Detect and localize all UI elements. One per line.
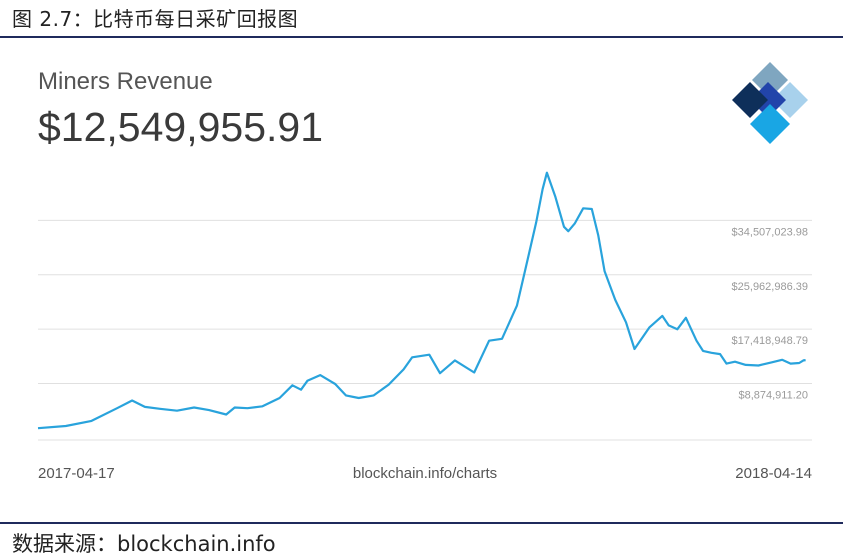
y-tick-label: $8,874,911.20 — [738, 390, 808, 402]
top-rule — [0, 36, 843, 38]
bottom-rule — [0, 522, 843, 524]
headline-value: $12,549,955.91 — [38, 104, 323, 150]
x-end-label: 2018-04-14 — [735, 465, 812, 482]
blockchain-logo-icon — [732, 62, 808, 144]
series-line-miners-revenue — [37, 171, 806, 430]
tick-layer: $8,874,911.20 $17,418,948.79 $25,962,986.3… — [732, 226, 808, 401]
x-start-label: 2017-04-17 — [38, 465, 115, 482]
source-chart-label: blockchain.info/charts — [353, 465, 497, 482]
logo-left-diamond — [732, 82, 768, 118]
y-tick-label: $25,962,986.39 — [732, 281, 808, 293]
y-tick-label: $17,418,948.79 — [732, 335, 808, 347]
chart-title: Miners Revenue — [38, 68, 213, 95]
logo-right-diamond — [772, 82, 808, 118]
logo-bottom-diamond — [750, 104, 790, 144]
source-note: 数据来源：blockchain.info — [12, 532, 276, 556]
y-tick-label: $34,507,023.98 — [732, 226, 808, 238]
figure-caption: 图 2.7：比特币每日采矿回报图 — [12, 7, 299, 31]
grid-layer — [38, 219, 812, 441]
